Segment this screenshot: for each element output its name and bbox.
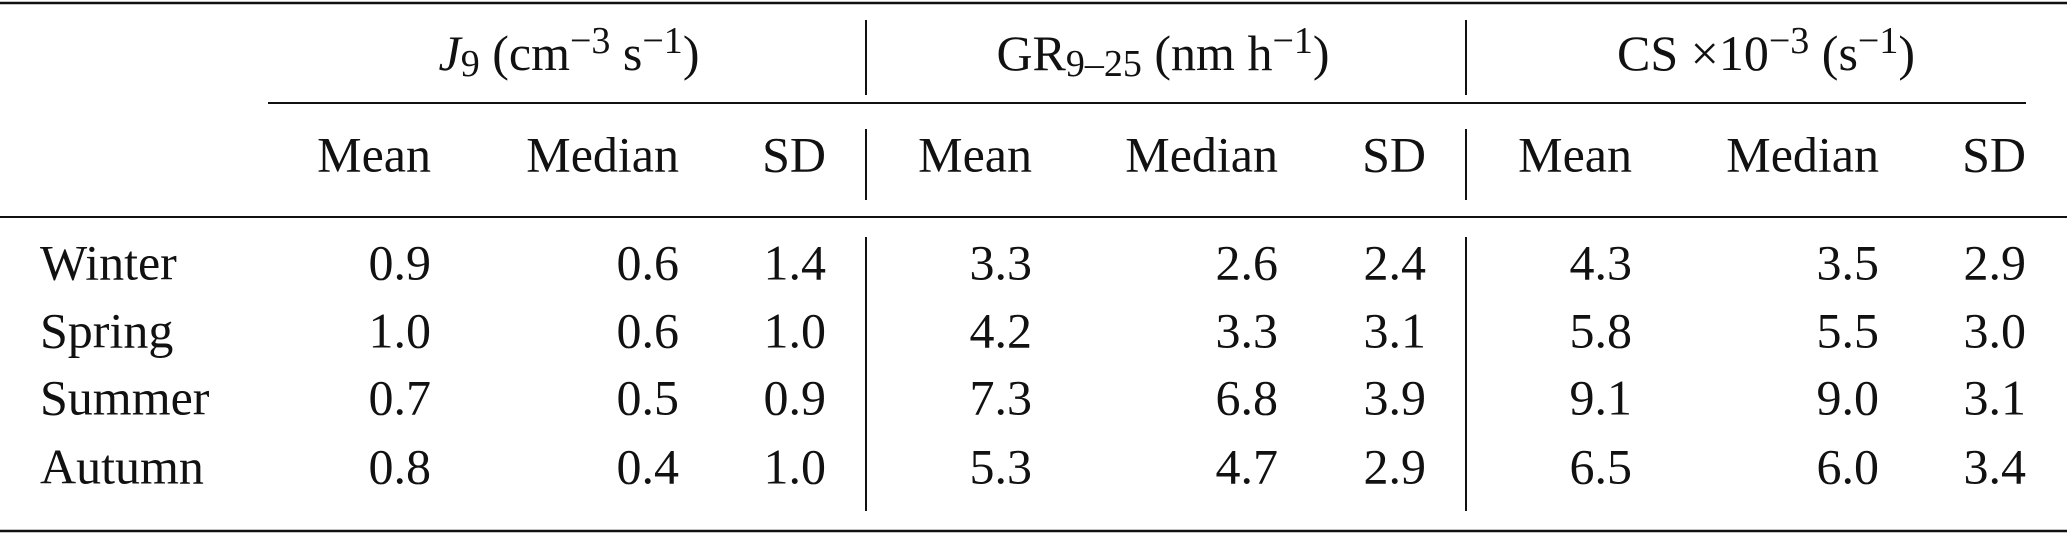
header-part: J <box>439 25 464 81</box>
cell: 2.9 <box>1364 438 1427 494</box>
cell: 3.3 <box>1216 302 1279 358</box>
header-part: 9 <box>461 43 480 85</box>
cell: 3.9 <box>1364 369 1427 425</box>
cell: 5.5 <box>1817 302 1880 358</box>
cell: 1.4 <box>764 234 827 290</box>
header-part: (s <box>1809 25 1858 81</box>
cell: 4.2 <box>970 302 1033 358</box>
group-header: CS ×10−3 (s−1) <box>1617 20 1915 81</box>
cell: 3.5 <box>1817 234 1880 290</box>
header-part: ) <box>1313 25 1330 81</box>
sub-header: SD <box>762 126 826 182</box>
header-part: (nm h <box>1142 25 1273 81</box>
header-part: −1 <box>1858 20 1898 62</box>
cell: 2.9 <box>1964 234 2027 290</box>
sub-header: Median <box>526 126 679 182</box>
header-part: GR <box>996 25 1066 81</box>
cell: 0.6 <box>617 234 680 290</box>
header-part: −1 <box>1272 20 1312 62</box>
sub-header: SD <box>1962 126 2026 182</box>
cell: 7.3 <box>970 369 1033 425</box>
cell: 0.8 <box>369 438 432 494</box>
row-label: Summer <box>40 369 210 425</box>
cell: 0.4 <box>617 438 680 494</box>
sub-header: Mean <box>317 126 431 182</box>
header-part: ) <box>1898 25 1915 81</box>
column-separators <box>865 20 1467 511</box>
cell: 0.9 <box>764 369 827 425</box>
cell: 6.0 <box>1817 438 1880 494</box>
cell: 3.3 <box>970 234 1033 290</box>
cell: 2.6 <box>1216 234 1279 290</box>
cell: 2.4 <box>1364 234 1427 290</box>
sub-header: Median <box>1726 126 1879 182</box>
sub-header: Median <box>1125 126 1278 182</box>
header-part: ) <box>683 25 700 81</box>
cell: 3.0 <box>1964 302 2027 358</box>
sub-header: Mean <box>1518 126 1632 182</box>
cell: 6.8 <box>1216 369 1279 425</box>
row-label: Winter <box>40 234 177 290</box>
cell: 3.1 <box>1964 369 2027 425</box>
cell: 9.1 <box>1570 369 1633 425</box>
cell: 3.4 <box>1964 438 2027 494</box>
cell: 9.0 <box>1817 369 1880 425</box>
header-part: −1 <box>642 20 682 62</box>
row-label: Spring <box>40 302 173 358</box>
header-part: 9–25 <box>1066 43 1142 85</box>
cell: 0.6 <box>617 302 680 358</box>
cell: 0.9 <box>369 234 432 290</box>
cell: 0.5 <box>617 369 680 425</box>
cell: 5.8 <box>1570 302 1633 358</box>
cell: 4.7 <box>1216 438 1279 494</box>
cell: 1.0 <box>764 302 827 358</box>
cell: 1.0 <box>369 302 432 358</box>
header-part: −3 <box>570 20 610 62</box>
cell: 5.3 <box>970 438 1033 494</box>
group-header: J9 (cm−3 s−1) <box>439 20 700 85</box>
header-part: s <box>610 25 642 81</box>
row-label: Autumn <box>40 438 204 494</box>
sub-header: Mean <box>918 126 1032 182</box>
cell: 4.3 <box>1570 234 1633 290</box>
header-part: (cm <box>480 25 570 81</box>
cell: 1.0 <box>764 438 827 494</box>
header-part: CS ×10 <box>1617 25 1769 81</box>
cell: 6.5 <box>1570 438 1633 494</box>
cell: 3.1 <box>1364 302 1427 358</box>
header-part: −3 <box>1769 20 1809 62</box>
sub-header: SD <box>1362 126 1426 182</box>
group-header: GR9–25 (nm h−1) <box>996 20 1329 85</box>
cell: 0.7 <box>369 369 432 425</box>
